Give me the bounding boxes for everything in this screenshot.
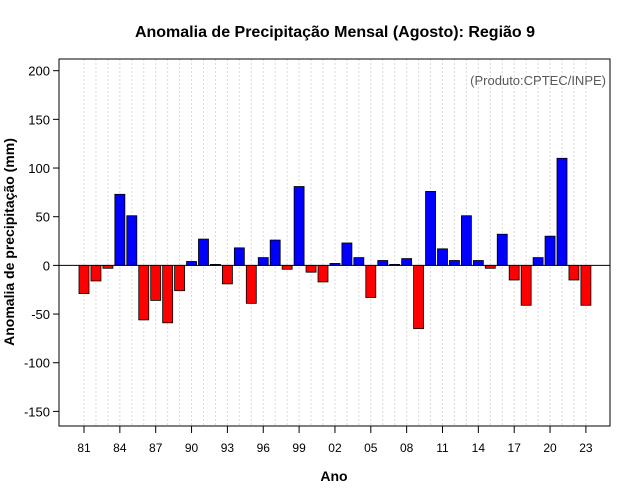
bar-2006 (377, 260, 389, 266)
vertical-gridlines (83, 59, 587, 426)
bar-2020 (544, 235, 556, 266)
bar-1986 (138, 264, 150, 321)
y-tick-label: 200 (28, 64, 50, 79)
bar-2014 (472, 260, 484, 266)
bar-2013 (460, 215, 472, 266)
x-tick-label: 93 (221, 441, 235, 455)
x-tick-label: 23 (579, 441, 593, 455)
bar-1994 (233, 247, 245, 266)
bar-1991 (198, 238, 209, 266)
bar-2000 (305, 264, 317, 273)
bar-2005 (365, 264, 377, 298)
bar-1987 (150, 264, 162, 301)
bar-1993 (221, 264, 233, 285)
bar-2018 (520, 264, 532, 306)
bar-1999 (293, 186, 305, 266)
y-tick-label: -100 (24, 356, 50, 371)
x-tick-label: 99 (292, 441, 306, 455)
x-tick-label: 87 (149, 441, 163, 455)
bar-1981 (78, 264, 90, 295)
x-axis-label: Ano (320, 468, 347, 484)
x-tick-label: 90 (185, 441, 199, 455)
bar-1988 (162, 264, 174, 324)
bar-1985 (126, 215, 138, 266)
bar-2019 (532, 257, 544, 266)
bar-2008 (401, 258, 413, 266)
bar-2017 (508, 264, 520, 281)
x-tick-label: 05 (364, 441, 378, 455)
y-tick-label: -50 (31, 307, 50, 322)
x-tick-label: 81 (77, 441, 91, 455)
bar-2021 (556, 157, 568, 266)
bar-2001 (317, 264, 329, 283)
bar-2004 (353, 257, 365, 266)
bar-2003 (341, 242, 353, 266)
bar-2022 (568, 264, 580, 281)
x-tick-label: 14 (472, 441, 486, 455)
x-tick-label: 20 (543, 441, 557, 455)
bar-1995 (245, 264, 257, 304)
x-tick-label: 84 (113, 441, 127, 455)
bar-2010 (425, 190, 436, 266)
x-tick-label: 11 (436, 441, 449, 455)
bar-1984 (114, 193, 126, 266)
bar-1997 (269, 239, 281, 266)
chart-title: Anomalia de Precipitação Mensal (Agosto)… (135, 24, 535, 41)
y-tick-label: 50 (36, 210, 50, 225)
bar-1989 (174, 264, 186, 292)
bar-2023 (580, 264, 592, 306)
x-tick-label: 17 (508, 441, 522, 455)
y-tick-label: 100 (28, 161, 50, 176)
y-tick-label: -150 (24, 404, 50, 419)
bar-2016 (496, 233, 508, 266)
source-annotation: (Produto:CPTEC/INPE) (470, 73, 606, 88)
bar-1990 (186, 261, 197, 266)
plot-frame (58, 58, 611, 427)
bar-2009 (413, 264, 425, 330)
x-tick-label: 96 (257, 441, 271, 455)
y-axis-label: Anomalia de precipitação (mm) (1, 138, 17, 346)
bar-1998 (281, 264, 293, 270)
bar-2012 (449, 260, 460, 266)
bar-1996 (257, 257, 269, 266)
x-tick-label: 08 (400, 441, 414, 455)
y-axis: -150 -100 -50 0 50 100 150 200 (24, 64, 59, 419)
x-axis: 81 84 87 90 93 96 99 02 05 08 11 14 17 20 23 (77, 426, 593, 455)
bar-1982 (90, 264, 102, 282)
x-tick-label: 02 (328, 441, 342, 455)
y-tick-label: 0 (43, 258, 50, 273)
y-tick-label: 150 (28, 112, 50, 127)
bar-2011 (437, 248, 448, 266)
